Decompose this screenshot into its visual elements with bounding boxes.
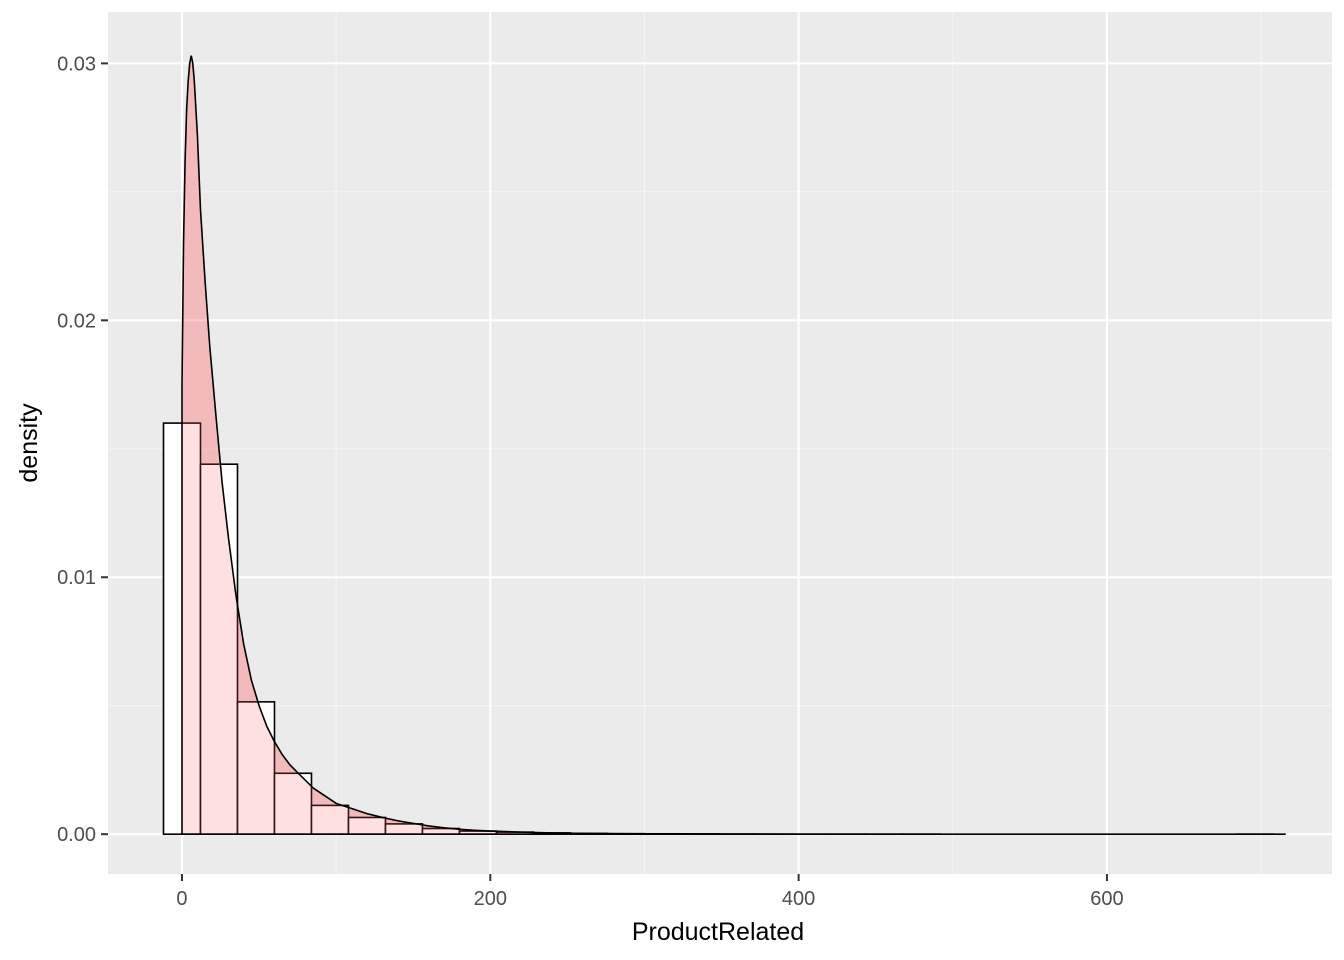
y-tick-label: 0.00 xyxy=(57,824,96,846)
minor-gridlines xyxy=(108,12,1332,874)
x-tick-label: 200 xyxy=(474,888,507,910)
y-tick-label: 0.02 xyxy=(57,310,96,332)
x-axis-title: ProductRelated xyxy=(632,918,804,946)
x-tick-label: 600 xyxy=(1090,888,1123,910)
y-axis: 0.00 0.01 0.02 0.03 xyxy=(57,53,108,846)
y-tick-label: 0.03 xyxy=(57,53,96,75)
histogram-bar-2 xyxy=(236,701,276,835)
panel-background xyxy=(108,12,1332,874)
x-tick-label: 400 xyxy=(782,888,815,910)
histogram-bar-1 xyxy=(199,463,239,835)
histogram-bar-3 xyxy=(273,772,313,835)
x-tick-label: 0 xyxy=(176,888,187,910)
x-axis: 0 200 400 600 xyxy=(176,874,1124,910)
y-axis-title: density xyxy=(15,403,43,483)
y-tick-label: 0.01 xyxy=(57,567,96,589)
density-line xyxy=(181,55,1286,835)
density-curve-line xyxy=(181,55,1286,835)
